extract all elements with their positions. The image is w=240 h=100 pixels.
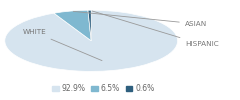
Wedge shape [54, 10, 91, 41]
Wedge shape [88, 10, 91, 41]
Text: WHITE: WHITE [23, 29, 102, 61]
Text: HISPANIC: HISPANIC [92, 11, 219, 47]
Legend: 92.9%, 6.5%, 0.6%: 92.9%, 6.5%, 0.6% [49, 81, 158, 96]
Text: ASIAN: ASIAN [73, 11, 207, 27]
Wedge shape [5, 10, 178, 71]
